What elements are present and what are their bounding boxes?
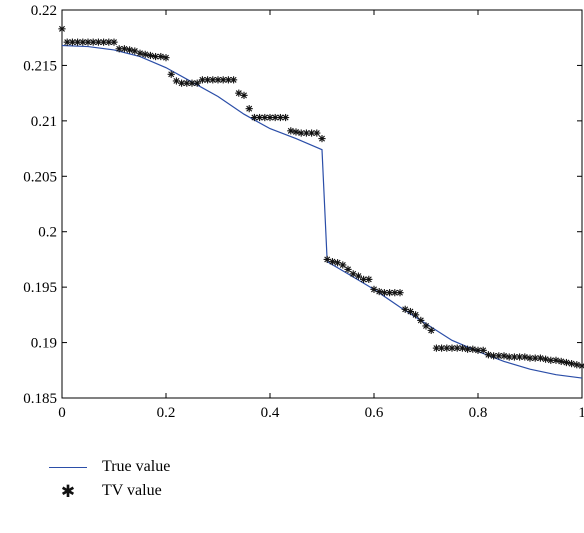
y-tick-label: 0.195	[23, 280, 57, 296]
tv-value-point	[479, 346, 487, 354]
tv-value-point	[453, 344, 461, 352]
tv-value-point	[500, 352, 508, 360]
y-tick-label: 0.22	[31, 3, 57, 19]
y-tick-label: 0.215	[23, 58, 57, 74]
y-tick-label: 0.21	[31, 114, 57, 130]
legend-label-tv-value: TV value	[102, 482, 162, 499]
tv-value-point	[282, 113, 290, 122]
tv-value-point	[391, 289, 399, 297]
x-tick-label: 0.8	[469, 405, 488, 421]
tv-value-point	[302, 129, 310, 137]
tv-value-point	[167, 70, 175, 78]
tv-value-point	[110, 38, 118, 46]
series-line-true-value	[61, 44, 583, 379]
x-tick-label: 0.4	[261, 405, 280, 421]
tv-value-point	[308, 129, 316, 137]
tv-value-point	[157, 52, 165, 61]
tv-value-point	[474, 346, 482, 354]
tv-value-point	[136, 49, 144, 57]
tv-value-point	[339, 261, 347, 269]
x-tick-label: 0.6	[365, 405, 384, 421]
tv-value-point	[126, 46, 134, 54]
tv-value-point	[557, 357, 565, 366]
legend: True value ✱ TV value	[40, 455, 260, 503]
tv-value-point	[406, 307, 414, 316]
tv-value-point	[552, 356, 560, 364]
tv-value-point	[313, 129, 321, 137]
tv-value-point	[193, 79, 201, 87]
tv-value-point	[396, 289, 404, 297]
tv-value-point	[427, 326, 435, 334]
y-tick-label: 0.19	[31, 336, 57, 352]
tv-value-point	[412, 311, 420, 319]
tv-value-point	[245, 105, 253, 113]
tv-value-point	[328, 258, 336, 266]
tv-value-point	[521, 353, 529, 361]
tv-value-point	[469, 345, 477, 353]
tv-value-point	[266, 113, 274, 122]
tv-value-point	[68, 38, 76, 46]
tv-value-point	[58, 25, 66, 33]
y-tick-label: 0.185	[23, 391, 57, 407]
tv-value-point	[536, 354, 544, 362]
tv-value-point	[354, 272, 362, 280]
legend-item-tv-value: ✱ TV value	[40, 479, 260, 503]
tv-value-point	[141, 50, 149, 58]
tv-value-point	[183, 79, 191, 87]
tv-value-point	[562, 358, 570, 367]
tv-value-point	[344, 265, 352, 274]
ticks: 0 0.2 0.4 0.6 0.8 1 0.185 0.19 0.195 0.2 0.205 0.21…	[23, 3, 584, 421]
tv-value-point	[230, 76, 238, 84]
asterisk-icon: ✱	[60, 481, 76, 501]
legend-item-true-value: True value	[40, 455, 260, 479]
x-tick-label: 0	[58, 405, 66, 421]
tv-value-point	[287, 127, 295, 135]
tv-value-point	[365, 275, 373, 283]
x-tick-label: 0.2	[157, 405, 176, 421]
tv-value-point	[224, 76, 232, 84]
tv-value-point	[84, 38, 92, 46]
tv-value-point	[146, 51, 154, 60]
tv-value-point	[495, 352, 503, 360]
plot-area	[61, 9, 583, 399]
legend-marker-swatch: ✱	[40, 479, 96, 503]
y-tick-label: 0.205	[23, 169, 57, 185]
tv-value-point	[120, 45, 128, 53]
tv-value-point	[209, 76, 217, 84]
tv-value-point	[568, 360, 576, 368]
tv-value-point	[464, 345, 472, 353]
legend-label-true-value: True value	[102, 458, 171, 475]
tv-value-point	[542, 355, 550, 363]
tv-value-point	[375, 287, 383, 296]
tv-value-point	[484, 351, 492, 359]
tv-value-point	[292, 128, 300, 136]
tv-value-point	[417, 316, 425, 324]
tv-value-point	[422, 322, 430, 330]
tv-value-point	[162, 54, 170, 62]
x-tick-label: 1	[578, 405, 584, 421]
tv-value-point	[318, 134, 326, 143]
legend-line-swatch	[40, 455, 96, 479]
line-swatch-icon	[49, 466, 87, 468]
y-tick-label: 0.2	[38, 225, 57, 241]
tv-value-point	[490, 352, 498, 360]
tv-value-point	[526, 354, 534, 362]
tv-value-point	[74, 38, 82, 46]
tv-value-point	[240, 91, 248, 99]
tv-value-point	[531, 354, 539, 362]
tv-value-point	[573, 361, 581, 369]
tv-value-point	[458, 344, 466, 352]
